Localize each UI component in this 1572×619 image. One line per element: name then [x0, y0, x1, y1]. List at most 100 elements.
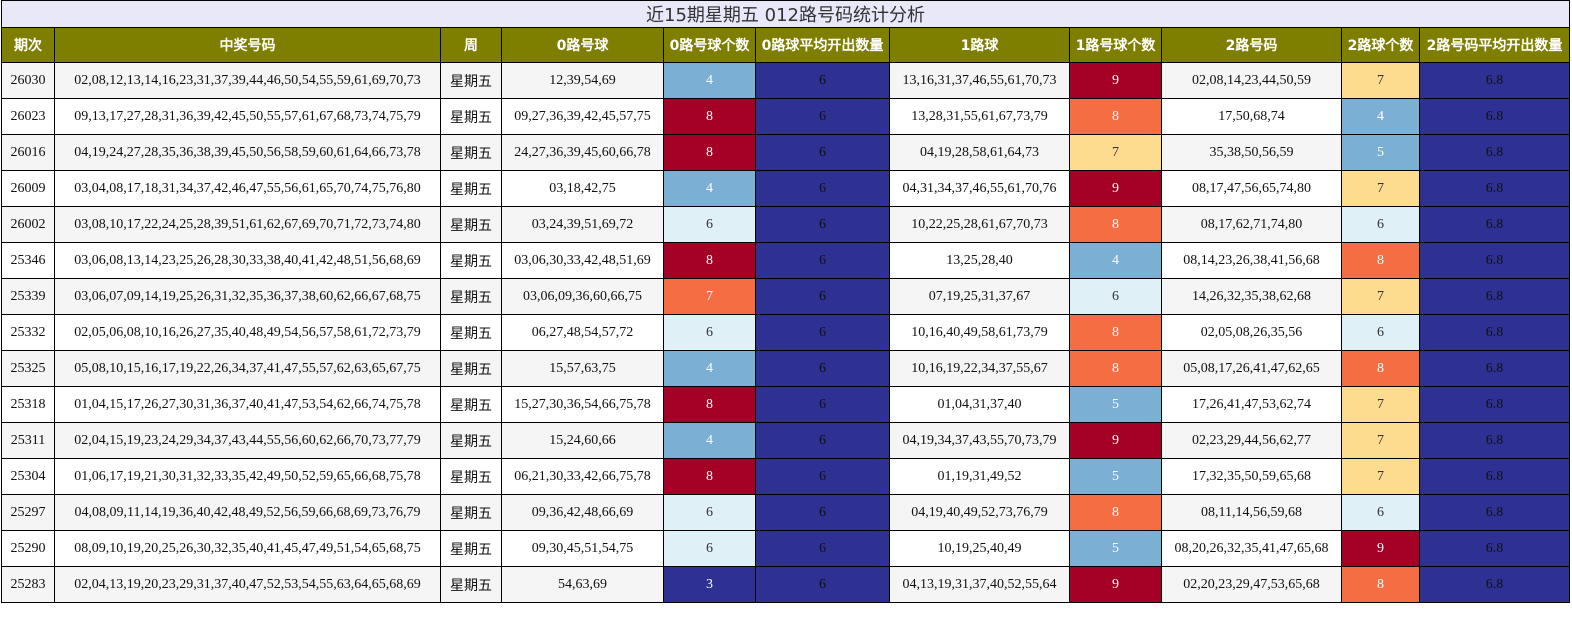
cell-route0-balls: 03,06,09,36,60,66,75	[501, 278, 664, 315]
header-route2-balls: 2路号码	[1161, 27, 1342, 63]
cell-route0-average: 6	[755, 134, 890, 171]
cell-route2-count: 5	[1341, 134, 1420, 171]
cell-route0-balls: 03,06,30,33,42,48,51,69	[501, 242, 664, 279]
cell-winning-numbers: 02,04,15,19,23,24,29,34,37,43,44,55,56,6…	[54, 422, 441, 459]
cell-route2-count: 8	[1341, 350, 1420, 387]
cell-route1-balls: 13,28,31,55,61,67,73,79	[889, 98, 1070, 135]
table-row: 25283 02,04,13,19,20,23,29,31,37,40,47,52…	[1, 566, 1570, 603]
cell-week: 星期五	[440, 530, 502, 567]
cell-route2-average: 6.8	[1419, 386, 1570, 423]
cell-route2-balls: 35,38,50,56,59	[1161, 134, 1342, 171]
cell-route0-average: 6	[755, 62, 890, 99]
cell-route2-average: 6.8	[1419, 458, 1570, 495]
cell-route2-count: 8	[1341, 242, 1420, 279]
cell-route0-count: 8	[663, 386, 756, 423]
cell-issue: 25318	[1, 386, 55, 423]
cell-route1-count: 5	[1069, 530, 1162, 567]
cell-route0-balls: 15,24,60,66	[501, 422, 664, 459]
cell-route1-balls: 10,16,19,22,34,37,55,67	[889, 350, 1070, 387]
stats-table: 近15期星期五 012路号码统计分析 期次 中奖号码 周 0路号球 0路号球个数…	[1, 0, 1570, 603]
cell-route2-count: 7	[1341, 386, 1420, 423]
cell-winning-numbers: 08,09,10,19,20,25,26,30,32,35,40,41,45,4…	[54, 530, 441, 567]
cell-route0-count: 6	[663, 314, 756, 351]
cell-route0-count: 4	[663, 422, 756, 459]
cell-issue: 25332	[1, 314, 55, 351]
cell-route0-balls: 24,27,36,39,45,60,66,78	[501, 134, 664, 171]
table-title: 近15期星期五 012路号码统计分析	[1, 0, 1570, 28]
cell-route2-average: 6.8	[1419, 494, 1570, 531]
cell-route2-count: 7	[1341, 458, 1420, 495]
header-route1-balls: 1路球	[889, 27, 1070, 63]
table-row: 25332 02,05,06,08,10,16,26,27,35,40,48,49…	[1, 314, 1570, 351]
cell-route0-average: 6	[755, 386, 890, 423]
table-row: 26023 09,13,17,27,28,31,36,39,42,45,50,55…	[1, 98, 1570, 135]
cell-route1-count: 8	[1069, 314, 1162, 351]
cell-route0-count: 7	[663, 278, 756, 315]
cell-route1-balls: 01,19,31,49,52	[889, 458, 1070, 495]
cell-route2-average: 6.8	[1419, 242, 1570, 279]
cell-week: 星期五	[440, 98, 502, 135]
table-row: 25290 08,09,10,19,20,25,26,30,32,35,40,41…	[1, 530, 1570, 567]
cell-route1-balls: 10,19,25,40,49	[889, 530, 1070, 567]
cell-route0-count: 8	[663, 242, 756, 279]
cell-route0-count: 6	[663, 206, 756, 243]
cell-route0-count: 6	[663, 494, 756, 531]
cell-issue: 25304	[1, 458, 55, 495]
header-route0-count: 0路号球个数	[663, 27, 756, 63]
cell-route1-balls: 04,19,34,37,43,55,70,73,79	[889, 422, 1070, 459]
cell-route0-average: 6	[755, 530, 890, 567]
cell-winning-numbers: 05,08,10,15,16,17,19,22,26,34,37,41,47,5…	[54, 350, 441, 387]
cell-route0-count: 3	[663, 566, 756, 603]
cell-issue: 25311	[1, 422, 55, 459]
cell-winning-numbers: 04,08,09,11,14,19,36,40,42,48,49,52,56,5…	[54, 494, 441, 531]
cell-route2-balls: 17,32,35,50,59,65,68	[1161, 458, 1342, 495]
cell-route0-average: 6	[755, 458, 890, 495]
cell-week: 星期五	[440, 62, 502, 99]
header-route0-average: 0路球平均开出数量	[755, 27, 890, 63]
cell-route1-count: 9	[1069, 170, 1162, 207]
cell-route0-balls: 03,18,42,75	[501, 170, 664, 207]
cell-route0-balls: 15,57,63,75	[501, 350, 664, 387]
cell-route1-count: 9	[1069, 422, 1162, 459]
title-row: 近15期星期五 012路号码统计分析	[1, 0, 1570, 28]
cell-winning-numbers: 03,08,10,17,22,24,25,28,39,51,61,62,67,6…	[54, 206, 441, 243]
cell-route2-average: 6.8	[1419, 530, 1570, 567]
cell-route1-balls: 13,25,28,40	[889, 242, 1070, 279]
cell-winning-numbers: 03,06,08,13,14,23,25,26,28,30,33,38,40,4…	[54, 242, 441, 279]
cell-issue: 26030	[1, 62, 55, 99]
cell-route0-count: 8	[663, 98, 756, 135]
cell-week: 星期五	[440, 494, 502, 531]
cell-issue: 25346	[1, 242, 55, 279]
table-row: 25346 03,06,08,13,14,23,25,26,28,30,33,38…	[1, 242, 1570, 279]
cell-week: 星期五	[440, 350, 502, 387]
cell-week: 星期五	[440, 458, 502, 495]
cell-route0-balls: 09,30,45,51,54,75	[501, 530, 664, 567]
cell-route1-count: 8	[1069, 494, 1162, 531]
cell-route1-count: 9	[1069, 566, 1162, 603]
cell-route2-balls: 02,23,29,44,56,62,77	[1161, 422, 1342, 459]
cell-route0-average: 6	[755, 350, 890, 387]
cell-issue: 26023	[1, 98, 55, 135]
cell-route2-average: 6.8	[1419, 278, 1570, 315]
cell-route0-average: 6	[755, 314, 890, 351]
table-row: 25297 04,08,09,11,14,19,36,40,42,48,49,52…	[1, 494, 1570, 531]
cell-route2-count: 6	[1341, 494, 1420, 531]
cell-route2-average: 6.8	[1419, 170, 1570, 207]
cell-winning-numbers: 04,19,24,27,28,35,36,38,39,45,50,56,58,5…	[54, 134, 441, 171]
cell-route0-average: 6	[755, 494, 890, 531]
cell-route2-balls: 08,17,62,71,74,80	[1161, 206, 1342, 243]
cell-route1-count: 8	[1069, 206, 1162, 243]
cell-route2-count: 6	[1341, 206, 1420, 243]
cell-route0-average: 6	[755, 422, 890, 459]
table-body: 26030 02,08,12,13,14,16,23,31,37,39,44,46…	[1, 62, 1570, 603]
cell-route1-balls: 04,19,40,49,52,73,76,79	[889, 494, 1070, 531]
cell-route0-average: 6	[755, 242, 890, 279]
cell-week: 星期五	[440, 242, 502, 279]
cell-route2-balls: 14,26,32,35,38,62,68	[1161, 278, 1342, 315]
cell-route1-count: 9	[1069, 62, 1162, 99]
cell-route1-balls: 04,19,28,58,61,64,73	[889, 134, 1070, 171]
cell-route2-balls: 02,08,14,23,44,50,59	[1161, 62, 1342, 99]
table-row: 25304 01,06,17,19,21,30,31,32,33,35,42,49…	[1, 458, 1570, 495]
cell-route2-balls: 08,20,26,32,35,41,47,65,68	[1161, 530, 1342, 567]
header-row: 期次 中奖号码 周 0路号球 0路号球个数 0路球平均开出数量 1路球 1路号球…	[1, 27, 1570, 63]
